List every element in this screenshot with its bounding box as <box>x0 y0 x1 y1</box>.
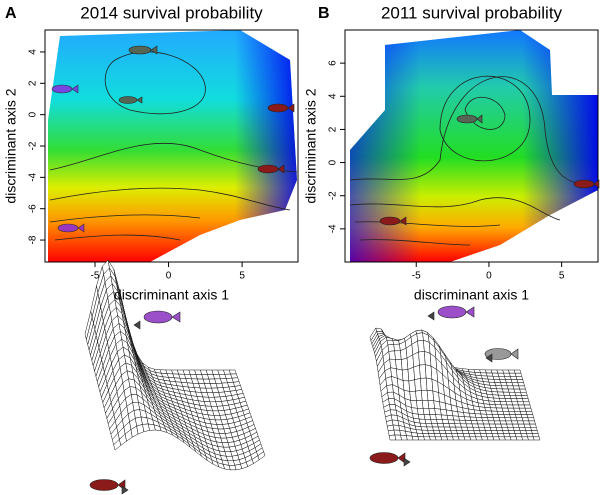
fish-icons <box>51 45 600 495</box>
y-tick-label: 0 <box>328 159 339 165</box>
y-tick-label: 4 <box>28 49 39 55</box>
surface-mesh <box>84 259 541 471</box>
mesh-cell <box>523 404 532 409</box>
mesh-cell <box>532 436 541 441</box>
mesh-cell <box>522 398 530 403</box>
heatmap-fill <box>48 30 297 262</box>
x-tick-label: 0 <box>486 271 492 282</box>
chart-title: 2011 survival probability <box>381 3 563 22</box>
mesh-cell <box>520 392 528 396</box>
x-tick-label: -5 <box>91 271 100 282</box>
y-tick-label: 2 <box>28 80 39 86</box>
y-tick-label: 6 <box>328 60 339 66</box>
y-tick-label: -4 <box>28 172 39 181</box>
y-tick-label: -8 <box>28 235 39 244</box>
y-tick-label: 4 <box>328 93 339 99</box>
y-tick-label: -2 <box>328 191 339 200</box>
x-tick-label: 0 <box>166 271 172 282</box>
x-tick-label: 5 <box>239 271 245 282</box>
x-axis-label: discriminant axis 1 <box>414 287 529 303</box>
mesh-cell <box>529 423 537 428</box>
x-tick-label: -5 <box>412 271 421 282</box>
y-axis-label: discriminant axis 2 <box>303 88 319 203</box>
mesh-cell <box>521 395 529 399</box>
mesh-cell <box>530 427 538 431</box>
mesh-cell <box>518 385 526 390</box>
heatmap-fill <box>350 30 598 262</box>
y-axis-label: discriminant axis 2 <box>3 88 19 203</box>
y-tick-label: -6 <box>28 204 39 213</box>
mesh-cell <box>524 407 533 412</box>
chart-title: 2014 survival probability <box>80 3 263 22</box>
mesh-cell <box>517 382 525 387</box>
mesh-cell <box>526 414 534 418</box>
mesh-cell <box>513 369 522 374</box>
x-tick-label: 5 <box>559 271 565 282</box>
mesh-cell <box>515 376 524 380</box>
mesh-cell <box>531 430 539 434</box>
mesh-cell <box>257 451 266 461</box>
y-tick-label: 0 <box>28 111 39 117</box>
y-tick-label: 2 <box>328 126 339 132</box>
mesh-cell <box>527 417 535 422</box>
y-tick-label: -4 <box>328 224 339 233</box>
panel-letter: B <box>318 5 330 22</box>
x-axis-label: discriminant axis 1 <box>114 287 229 303</box>
mesh-cell <box>516 379 524 383</box>
mesh-cell <box>514 372 523 377</box>
mesh-cell <box>528 420 536 425</box>
y-tick-label: -2 <box>28 141 39 150</box>
mesh-cell <box>228 369 237 375</box>
panel-letter: A <box>5 5 17 22</box>
contours <box>49 51 599 246</box>
mesh-cell <box>522 401 531 406</box>
mesh-cell <box>230 373 239 379</box>
mesh-cell <box>525 411 534 415</box>
plot-frame <box>344 29 599 263</box>
mesh-cell <box>532 433 540 438</box>
mesh-cell <box>519 388 527 393</box>
